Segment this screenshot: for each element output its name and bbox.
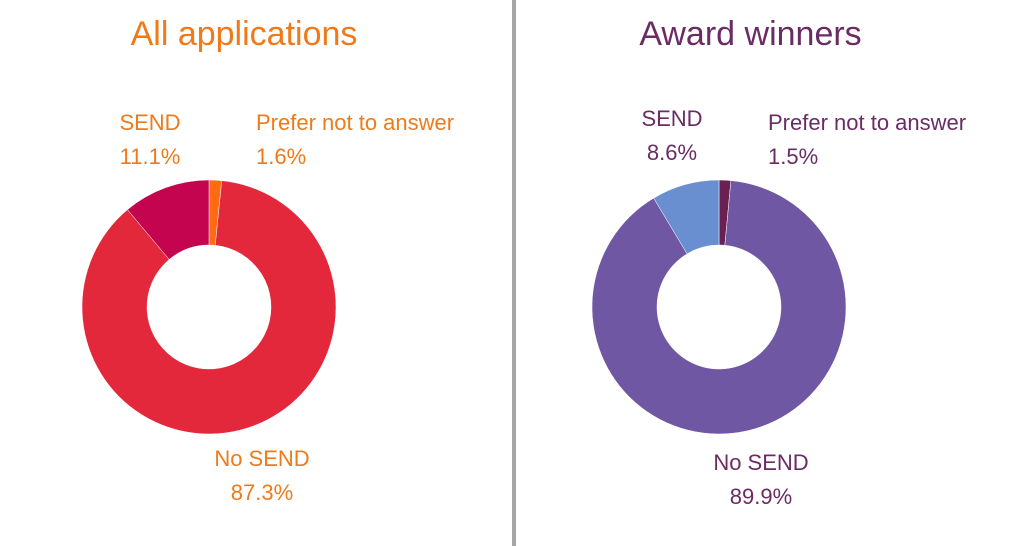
slice-label-name: SEND — [119, 110, 181, 135]
donut-chart — [591, 179, 847, 435]
slice-label-value: 11.1% — [119, 144, 181, 169]
slice-label-prefer-not-to-answer: Prefer not to answer 1.6% — [256, 106, 454, 174]
slice-label-send: SEND 8.6% — [632, 102, 712, 170]
slice-label-value: 8.6% — [646, 140, 698, 165]
slice-label-name: No SEND — [713, 450, 809, 475]
panel-divider — [512, 0, 516, 546]
slice-label-name: SEND — [641, 106, 703, 131]
chart-all-applications: All applications SEND 11.1% Prefer not t… — [81, 15, 454, 510]
slice-label-no-send: No SEND 87.3% — [200, 442, 324, 510]
donut-slice-no-send — [81, 180, 337, 435]
slice-label-send: SEND 11.1% — [110, 106, 190, 174]
chart-title: All applications — [130, 15, 358, 53]
slice-label-name: Prefer not to answer — [768, 110, 967, 135]
slice-label-name: Prefer not to answer — [256, 110, 455, 135]
slice-label-value: 1.6% — [256, 144, 307, 169]
chart-award-winners: Award winners SEND 8.6% Prefer not to an… — [517, 0, 1024, 546]
chart-title: Award winners — [639, 15, 862, 53]
slice-label-prefer-not-to-answer: Prefer not to answer 1.5% — [768, 106, 966, 174]
slice-label-no-send: No SEND 89.9% — [699, 446, 823, 514]
donut-slice-send — [653, 179, 720, 255]
donut-chart — [81, 179, 337, 435]
slice-label-value: 1.5% — [768, 144, 819, 169]
slice-label-value: 89.9% — [729, 484, 793, 509]
slice-label-name: No SEND — [214, 446, 310, 471]
donut-slice-send — [127, 179, 210, 260]
slice-label-value: 87.3% — [230, 480, 294, 505]
donut-slice-no-send — [591, 180, 847, 435]
